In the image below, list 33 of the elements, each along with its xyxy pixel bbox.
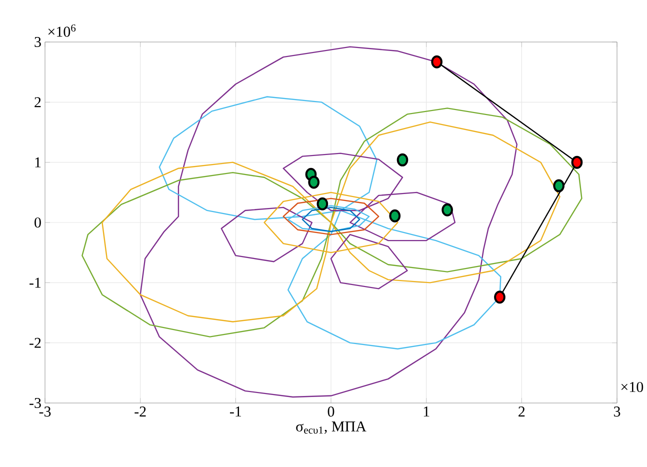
point	[308, 176, 320, 189]
line-series	[82, 108, 582, 338]
x-tick-label: 3	[614, 406, 620, 417]
x-tick-label: 1	[424, 406, 430, 416]
point	[553, 179, 565, 192]
point	[396, 153, 408, 166]
line-series	[102, 121, 560, 322]
x-tick-label: 0	[328, 406, 334, 417]
y-tick-label: 0	[34, 217, 41, 228]
point	[571, 156, 583, 169]
y-tick-label: -1	[30, 278, 41, 288]
y-tick-label: -2	[30, 338, 41, 348]
x-axis-title: σ$_{ecυ1}$, МПА	[296, 421, 366, 434]
line-series	[140, 46, 518, 398]
text: ×10$^{6}$	[48, 24, 76, 37]
line-series	[288, 205, 370, 232]
point	[442, 203, 453, 216]
x-tick-label: -2	[134, 406, 146, 416]
y-tick-label: 2	[34, 97, 41, 108]
y-tick-label: 3	[34, 36, 41, 48]
line-series	[282, 198, 380, 236]
point	[316, 197, 328, 210]
line-series	[330, 234, 408, 290]
y-tick-label: 1	[35, 157, 41, 168]
text: ×10	[621, 382, 644, 392]
y-tick-label: -3	[30, 398, 41, 408]
point	[431, 55, 442, 68]
point	[389, 209, 401, 222]
line-series	[220, 206, 313, 262]
x-tick-label: -1	[230, 406, 242, 416]
x-tick-label: 2	[518, 406, 525, 416]
point	[494, 290, 506, 304]
line-series	[302, 206, 360, 232]
